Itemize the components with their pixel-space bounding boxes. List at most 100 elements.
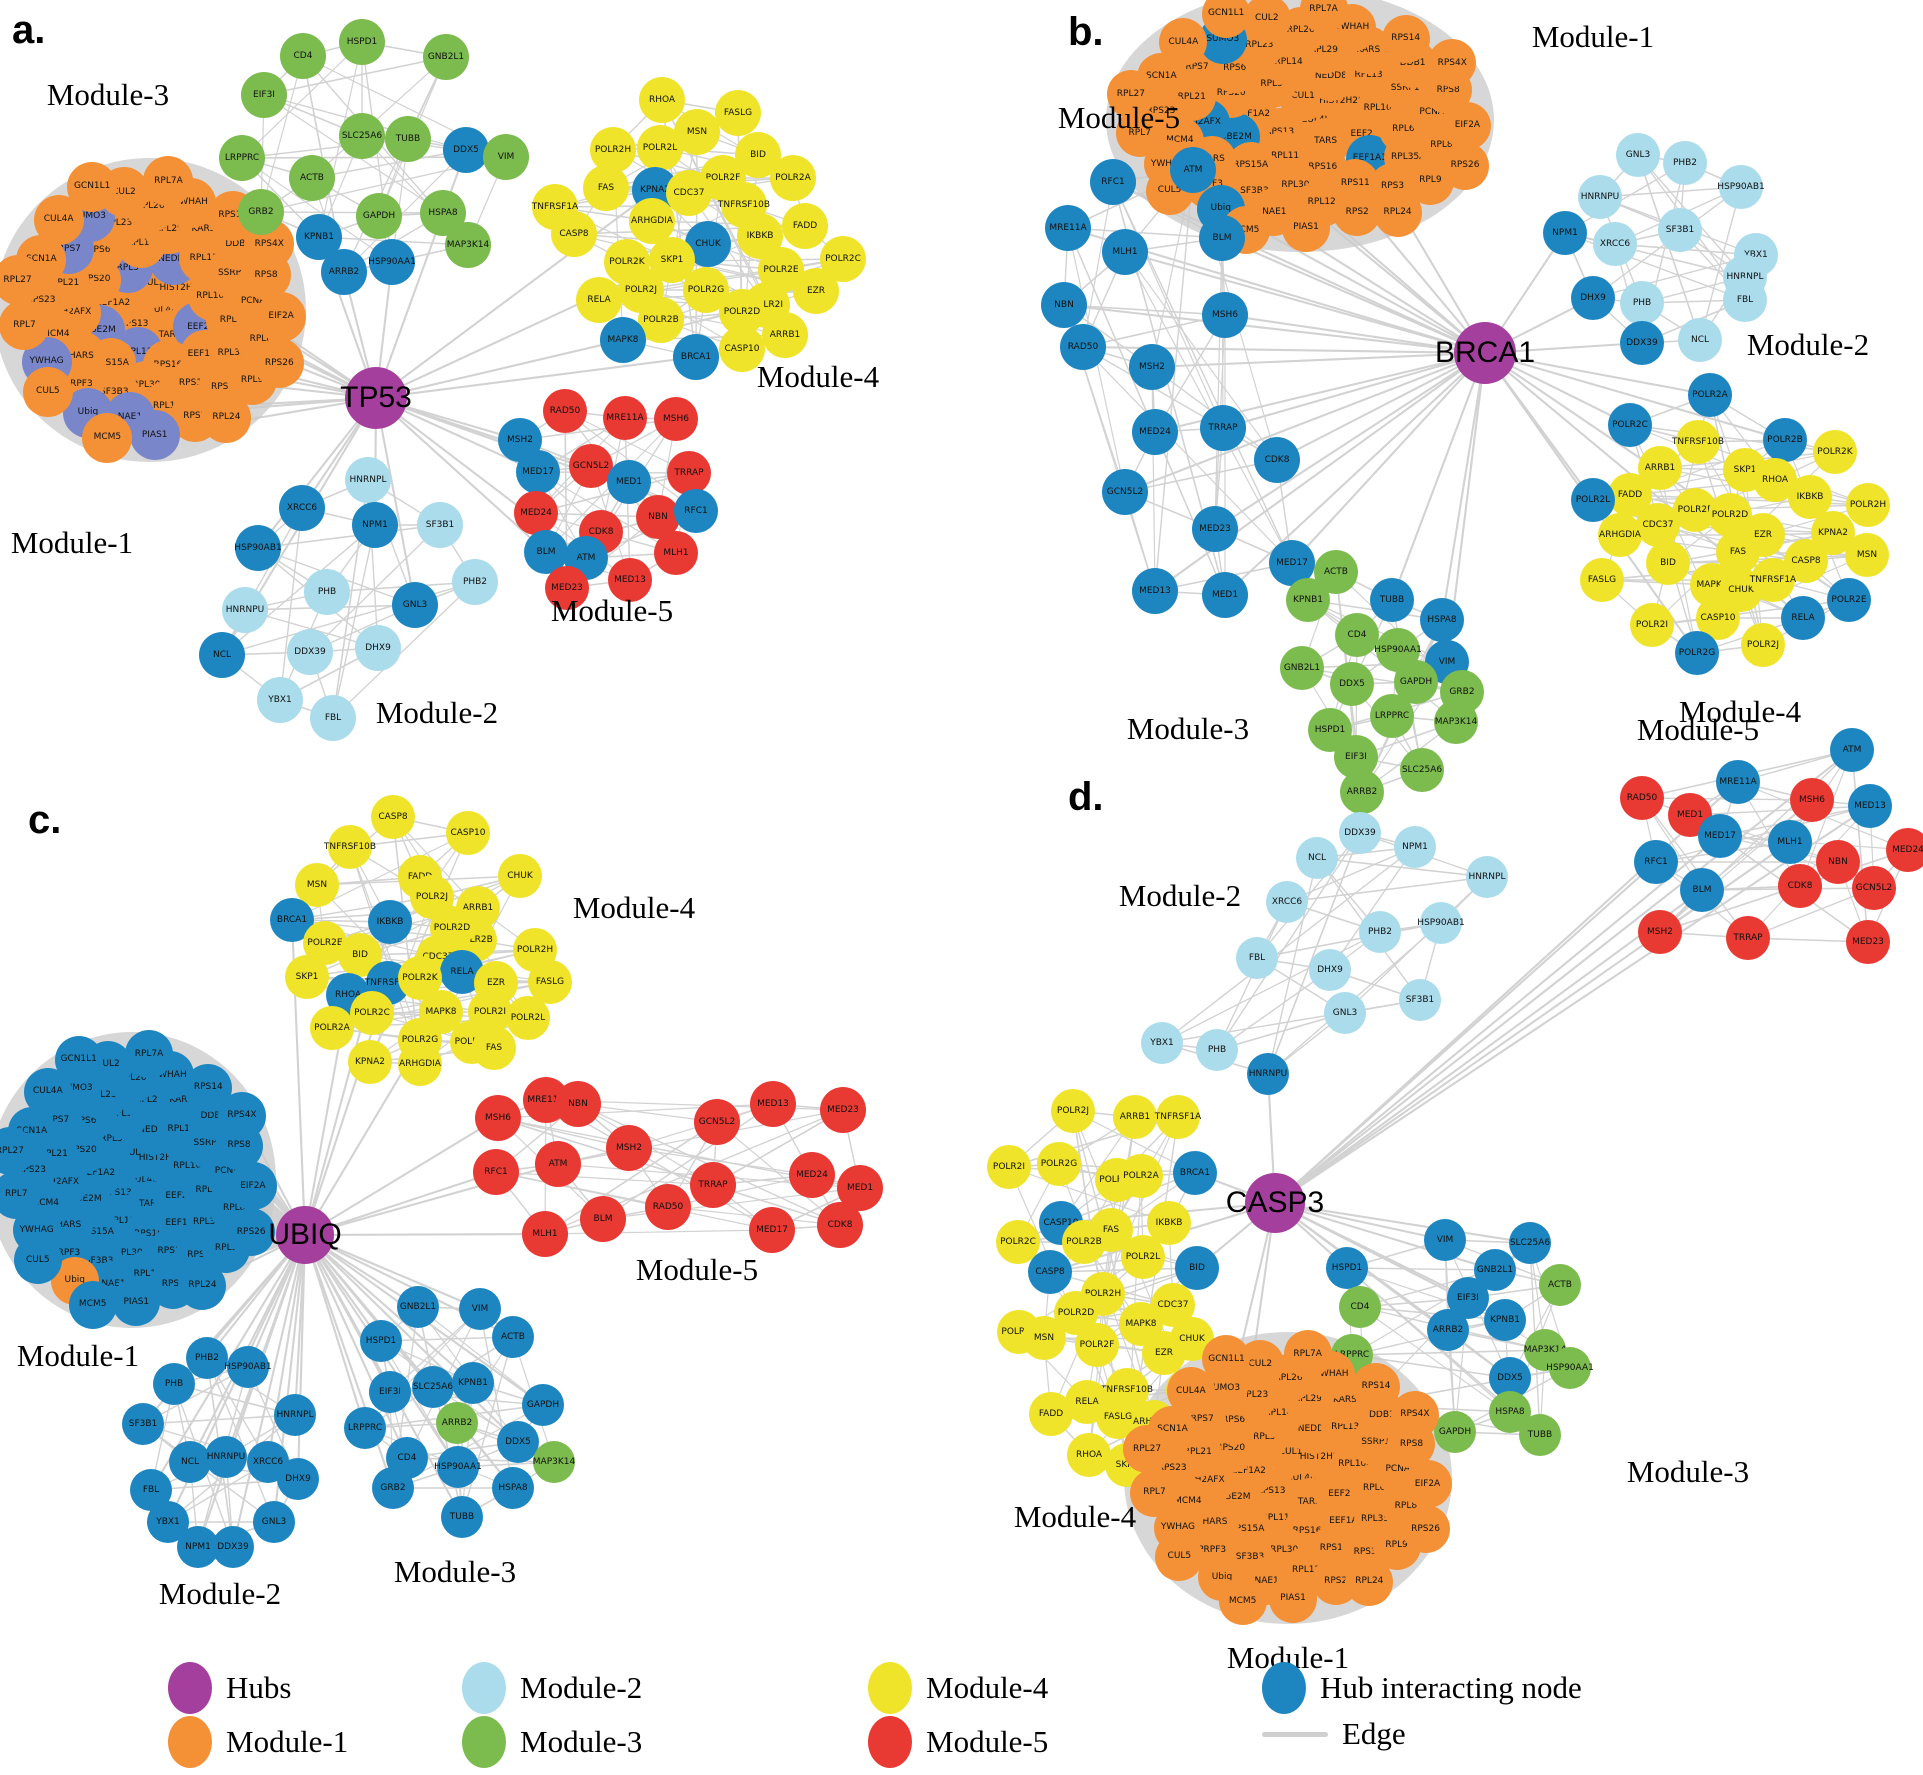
node-RHOA[interactable]: RHOA <box>1067 1433 1111 1477</box>
node-MSH2[interactable]: MSH2 <box>1129 344 1175 390</box>
node-POLR2I[interactable]: POLR2I <box>1630 603 1674 647</box>
node-NCL[interactable]: NCL <box>1678 318 1722 362</box>
node-GCN1L1[interactable]: GCN1L1 <box>67 161 118 212</box>
node-MSH2[interactable]: MSH2 <box>1638 910 1682 954</box>
node-RPL24[interactable]: RPL24 <box>201 392 252 443</box>
node-ARHGDIA[interactable]: ARHGDIA <box>1598 513 1642 557</box>
node-EZR[interactable]: EZR <box>793 268 839 314</box>
hub-node-TP53[interactable] <box>345 367 407 429</box>
node-TNFRSF1A[interactable]: TNFRSF1A <box>1750 558 1796 602</box>
node-NCL[interactable]: NCL <box>169 1441 211 1483</box>
node-GAPDH[interactable]: GAPDH <box>1434 1411 1476 1453</box>
node-PHB2[interactable]: PHB2 <box>1663 141 1707 185</box>
node-MED24[interactable]: MED24 <box>789 1152 835 1198</box>
node-GNB2L1[interactable]: GNB2L1 <box>397 1286 439 1328</box>
node-CDC37[interactable]: CDC37 <box>666 170 712 216</box>
node-CD4[interactable]: CD4 <box>1339 1286 1381 1328</box>
node-EIF2A[interactable]: EIF2A <box>1403 1460 1452 1509</box>
node-ARRB2[interactable]: ARRB2 <box>321 249 367 295</box>
node-HNRNPL[interactable]: HNRNPL <box>274 1394 316 1436</box>
node-MSH6[interactable]: MSH6 <box>1202 292 1248 338</box>
node-ARRB1[interactable]: ARRB1 <box>1113 1095 1157 1139</box>
node-DHX9[interactable]: DHX9 <box>1571 276 1615 320</box>
node-GRB2[interactable]: GRB2 <box>238 189 284 235</box>
node-ATM[interactable]: ATM <box>1830 728 1874 772</box>
node-POLR2L[interactable]: POLR2L <box>637 125 683 171</box>
node-ARHGDIA[interactable]: ARHGDIA <box>398 1042 442 1086</box>
node-GCN1L1[interactable]: GCN1L1 <box>1202 0 1251 38</box>
node-MRE11A[interactable]: MRE11A <box>1045 205 1091 251</box>
node-RPL27[interactable]: RPL27 <box>1123 1425 1172 1474</box>
node-HSPA8[interactable]: HSPA8 <box>492 1467 534 1509</box>
node-RPL7[interactable]: RPL7 <box>1130 1468 1179 1517</box>
node-GNL3[interactable]: GNL3 <box>1324 992 1366 1034</box>
node-BID[interactable]: BID <box>1646 541 1690 585</box>
node-PHB[interactable]: PHB <box>1196 1029 1238 1071</box>
node-POLR2E[interactable]: POLR2E <box>1827 578 1871 622</box>
node-PHB2[interactable]: PHB2 <box>186 1337 228 1379</box>
node-POLR2J[interactable]: POLR2J <box>1741 623 1785 667</box>
node-MSN[interactable]: MSN <box>295 863 339 907</box>
node-EIF2A[interactable]: EIF2A <box>228 1162 277 1211</box>
node-DDX5[interactable]: DDX5 <box>497 1421 539 1463</box>
node-CASP8[interactable]: CASP8 <box>371 795 415 839</box>
node-TUBB[interactable]: TUBB <box>1519 1414 1561 1456</box>
node-GCN5L2[interactable]: GCN5L2 <box>569 444 613 488</box>
node-MLH1[interactable]: MLH1 <box>654 531 698 575</box>
node-KPNA2[interactable]: KPNA2 <box>348 1040 392 1084</box>
node-MED13[interactable]: MED13 <box>608 558 652 602</box>
node-NPM1[interactable]: NPM1 <box>352 502 398 548</box>
node-POLR2A[interactable]: POLR2A <box>1119 1154 1163 1198</box>
node-MCM5[interactable]: MCM5 <box>68 1280 117 1329</box>
node-RFC1[interactable]: RFC1 <box>1634 840 1678 884</box>
node-TNFRSF1A[interactable]: TNFRSF1A <box>1155 1095 1201 1139</box>
node-GNL3[interactable]: GNL3 <box>253 1501 295 1543</box>
node-RPS26[interactable]: RPS26 <box>1401 1505 1450 1554</box>
node-MSH6[interactable]: MSH6 <box>475 1095 521 1141</box>
node-PIAS1[interactable]: PIAS1 <box>129 410 180 461</box>
node-MED1[interactable]: MED1 <box>1668 793 1712 837</box>
node-BRCA1[interactable]: BRCA1 <box>1173 1151 1217 1195</box>
node-MAP3K14[interactable]: MAP3K14 <box>533 1441 575 1483</box>
node-NBN[interactable]: NBN <box>555 1081 601 1127</box>
node-MED1[interactable]: MED1 <box>607 460 651 504</box>
node-POLR2B[interactable]: POLR2B <box>1763 418 1807 462</box>
node-FADD[interactable]: FADD <box>1029 1392 1073 1436</box>
node-BLM[interactable]: BLM <box>580 1196 626 1242</box>
node-RFC1[interactable]: RFC1 <box>473 1149 519 1195</box>
node-RPL7[interactable]: RPL7 <box>0 300 50 351</box>
node-CASP8[interactable]: CASP8 <box>1028 1250 1072 1294</box>
node-SF3B1[interactable]: SF3B1 <box>1399 979 1441 1021</box>
node-TNFRSF10B[interactable]: TNFRSF10B <box>324 825 376 869</box>
node-PIAS1[interactable]: PIAS1 <box>1268 1574 1317 1623</box>
node-POLR2L[interactable]: POLR2L <box>1571 478 1615 522</box>
node-GNB2L1[interactable]: GNB2L1 <box>1280 646 1324 690</box>
node-CDK8[interactable]: CDK8 <box>1254 437 1300 483</box>
node-POLR2I[interactable]: POLR2I <box>987 1145 1031 1189</box>
node-VIM[interactable]: VIM <box>459 1288 501 1330</box>
node-BRCA1[interactable]: BRCA1 <box>673 334 719 380</box>
node-MED1[interactable]: MED1 <box>1202 572 1248 618</box>
node-RAD50[interactable]: RAD50 <box>1060 324 1106 370</box>
node-HNRNPU[interactable]: HNRNPU <box>1247 1053 1289 1095</box>
node-ARHGDIA[interactable]: ARHGDIA <box>629 198 675 244</box>
node-DDX39[interactable]: DDX39 <box>287 629 333 675</box>
node-ARRB2[interactable]: ARRB2 <box>1427 1309 1469 1351</box>
node-RPS4X[interactable]: RPS4X <box>1428 39 1477 88</box>
node-SF3B1[interactable]: SF3B1 <box>417 502 463 548</box>
node-KPNB1[interactable]: KPNB1 <box>452 1362 494 1404</box>
node-SLC25A6[interactable]: SLC25A6 <box>1400 748 1444 792</box>
node-RPL27[interactable]: RPL27 <box>1106 70 1155 119</box>
node-DDX5[interactable]: DDX5 <box>1330 662 1374 706</box>
node-POLR2A[interactable]: POLR2A <box>310 1006 354 1050</box>
node-HNRNPU[interactable]: HNRNPU <box>1578 175 1622 219</box>
node-EIF2A[interactable]: EIF2A <box>1443 101 1492 150</box>
node-EIF2A[interactable]: EIF2A <box>256 291 307 342</box>
node-BID[interactable]: BID <box>1175 1246 1219 1290</box>
hub-node-CASP3[interactable] <box>1245 1173 1305 1233</box>
node-SLC25A6[interactable]: SLC25A6 <box>1509 1222 1551 1264</box>
node-TRRAP[interactable]: TRRAP <box>1726 916 1770 960</box>
node-DDX39[interactable]: DDX39 <box>212 1526 254 1568</box>
node-VIM[interactable]: VIM <box>1424 1219 1466 1261</box>
node-TNFRSF10B[interactable]: TNFRSF10B <box>1672 420 1724 464</box>
